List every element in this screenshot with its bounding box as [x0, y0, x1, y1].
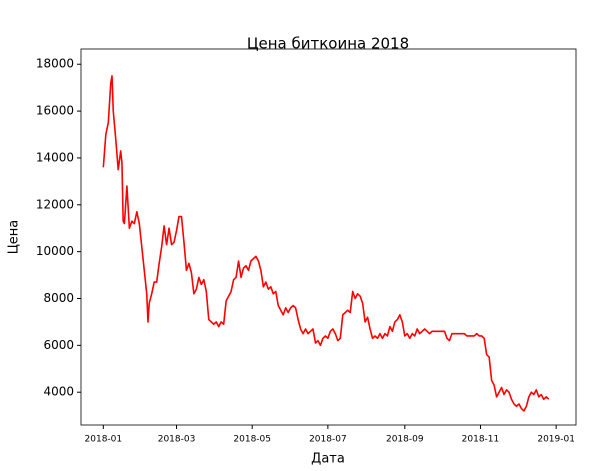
x-axis-label: Дата [311, 452, 345, 467]
x-tick-label: 2018-05 [233, 435, 271, 445]
x-tick-label: 2018-11 [462, 435, 500, 445]
x-tick-label: 2018-07 [309, 435, 347, 445]
y-tick-label: 16000 [36, 104, 74, 118]
x-tick-label: 2019-01 [537, 435, 575, 445]
line-series [102, 75, 550, 412]
x-tick-label: 2018-01 [85, 435, 123, 445]
y-tick-label: 10000 [36, 244, 74, 258]
y-tick-label: 8000 [43, 291, 74, 305]
plot-frame [80, 48, 577, 426]
x-tick-label: 2018-03 [158, 435, 196, 445]
x-tick-label: 2018-09 [386, 435, 424, 445]
y-tick-label: 4000 [43, 385, 74, 399]
y-tick-label: 18000 [36, 57, 74, 71]
y-tick-label: 6000 [43, 338, 74, 352]
chart-title: Цена биткоина 2018 [247, 35, 409, 53]
y-axis-label: Цена [7, 220, 22, 255]
y-tick-label: 12000 [36, 197, 74, 211]
y-tick-label: 14000 [36, 150, 74, 164]
